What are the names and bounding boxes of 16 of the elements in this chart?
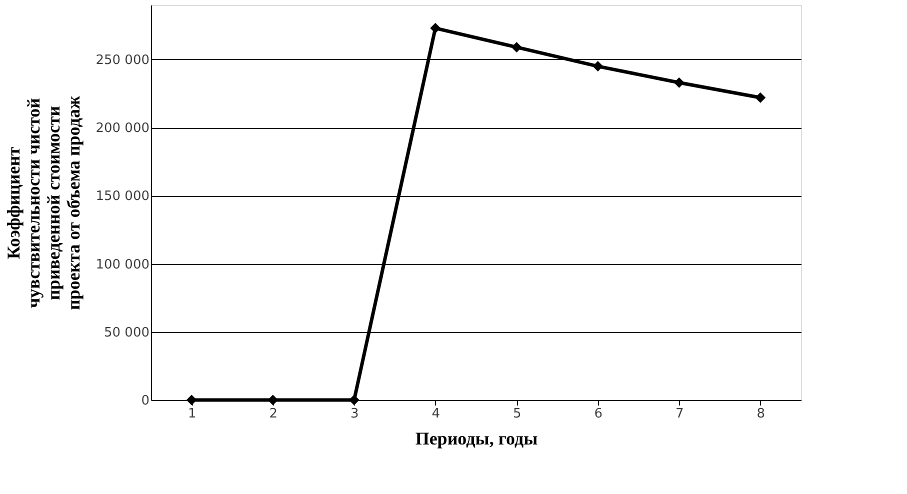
y-tick-label: 200 000	[96, 121, 150, 136]
y-tick-label: 100 000	[96, 257, 150, 272]
x-tick-label: 1	[188, 406, 196, 422]
x-tick-label: 7	[675, 406, 684, 422]
y-axis-title: Коэффициент чувствительности чистой приведенной стоимости проекта от объема продаж	[4, 95, 84, 310]
x-tick-label: 4	[432, 406, 440, 422]
x-tick-label: 8	[756, 406, 766, 422]
y-tick-label: 0	[141, 394, 150, 408]
y-tick-label: 250 000	[96, 52, 150, 68]
y-tick-label: 150 000	[96, 189, 150, 204]
x-tick-label: 3	[350, 406, 359, 422]
x-tick-label: 6	[594, 406, 603, 422]
x-tick-label: 2	[269, 406, 278, 422]
y-tick-label: 50 000	[104, 325, 150, 340]
x-axis-title: Периоды, годы	[415, 428, 538, 448]
x-tick-label: 5	[512, 406, 522, 422]
